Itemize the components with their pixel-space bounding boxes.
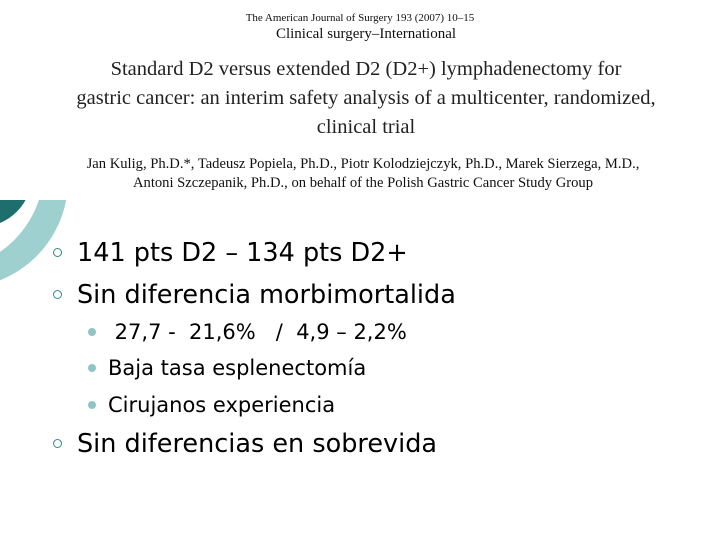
journal-section: Clinical surgery–International (275, 26, 457, 42)
article-title: Standard D2 versus extended D2 (D2+) lym… (8, 55, 720, 142)
bullet-text: Sin diferencia morbimortalida (77, 280, 456, 310)
article-header-image: The American Journal of Surgery 193 (200… (0, 0, 720, 200)
bullet-text: Sin diferencias en sobrevida (77, 429, 438, 459)
article-authors: Jan Kulig, Ph.D.*, Tadeusz Popiela, Ph.D… (8, 155, 718, 193)
dot-bullet-icon (88, 364, 96, 372)
hollow-circle-bullet-icon (53, 248, 62, 257)
sub-bullet-text: Baja tasa esplenectomía (108, 356, 367, 380)
authors-line: Jan Kulig, Ph.D.*, Tadeusz Popiela, Ph.D… (86, 156, 640, 172)
hollow-circle-bullet-icon (53, 290, 62, 299)
authors-line: Antoni Szczepanik, Ph.D., on behalf of t… (132, 175, 594, 191)
sub-bullet-text: 27,7 - 21,6% / 4,9 – 2,2% (108, 320, 407, 344)
article-title-line: clinical trial (316, 116, 416, 138)
dot-bullet-icon (88, 328, 96, 336)
sub-bullet-text: Cirujanos experiencia (108, 393, 336, 417)
article-title-line: gastric cancer: an interim safety analys… (76, 87, 656, 109)
bullet-text: 141 pts D2 – 134 pts D2+ (77, 238, 408, 268)
dot-bullet-icon (88, 401, 96, 409)
hollow-circle-bullet-icon (53, 439, 62, 448)
journal-citation: The American Journal of Surgery 193 (200… (245, 12, 475, 24)
article-title-line: Standard D2 versus extended D2 (D2+) lym… (110, 58, 622, 80)
